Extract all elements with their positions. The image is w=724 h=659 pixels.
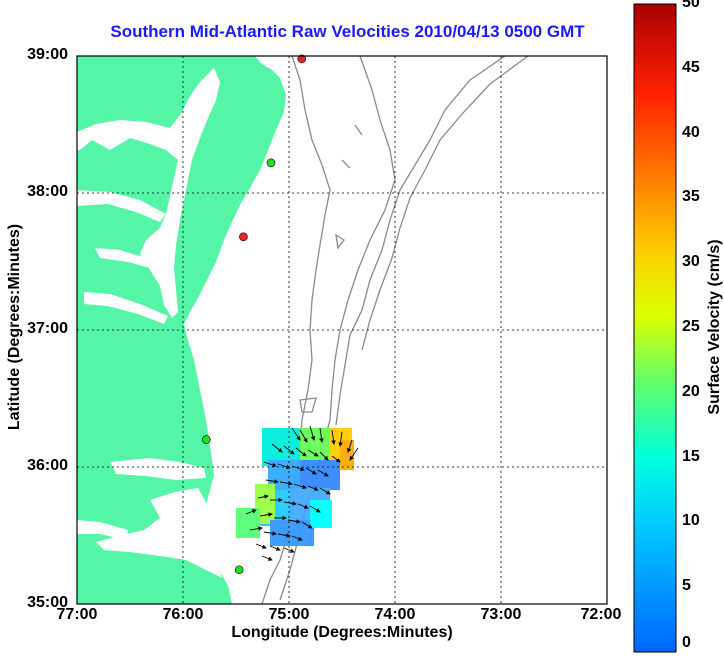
potomac-river [77,190,166,222]
y-tick: 39:00 [27,46,68,63]
radar-station-marker [234,565,244,575]
rappahannock-river [95,248,150,268]
colorbar-label: Surface Velocity (cm/s) [706,239,723,415]
bathymetry-contour-deep-2 [361,56,529,351]
colorbar-tick: 50 [682,0,700,11]
colorbar-tick: 45 [682,59,700,76]
y-tick: 36:00 [27,457,68,474]
colorbar-tick: 0 [682,634,691,651]
colorbar-tick: 30 [682,253,700,270]
y-axis-label: Latitude (Degrees:Minutes) [6,223,23,431]
colorbar-tick: 40 [682,124,700,141]
x-axis-label: Longitude (Degrees:Minutes) [231,624,453,641]
james-river [84,292,168,324]
colorbar-tick: 20 [682,383,700,400]
x-tick: 74:00 [374,606,416,623]
y-tick: 35:00 [27,594,68,611]
colorbar-tick: 25 [682,318,700,335]
radar-station-marker [266,158,276,168]
colorbar-tick: 5 [682,577,691,594]
x-tick: 76:00 [162,606,204,623]
radar-station-marker [297,54,307,64]
map-title: Southern Mid-Atlantic Raw Velocities 201… [110,22,585,41]
pamlico-sound [96,488,222,578]
grid [77,56,607,604]
chesapeake-bay [77,68,220,318]
radar-station-marker [239,232,248,242]
x-tick: 75:00 [268,606,310,623]
velocity-field [236,428,354,546]
pamlico-river [77,520,128,540]
plot-frame [76,55,608,605]
x-tick: 72:00 [580,606,622,623]
x-tick: 73:00 [480,606,522,623]
albemarle-sound [110,458,206,480]
y-tick: 37:00 [27,320,68,337]
y-tick: 38:00 [27,183,68,200]
colorbar-tick: 35 [682,188,700,205]
x-tick: 77:00 [56,606,98,623]
colorbar-tick: 10 [682,512,700,529]
colorbar-tick: 15 [682,448,700,465]
velocity-arrows [245,425,359,561]
bathymetry-contour-deep-1 [335,56,506,426]
colorbar-gradient [634,4,676,652]
radar-station-marker [202,435,211,444]
station-markers [202,54,307,575]
bathymetry-contour-scatter [299,124,363,413]
